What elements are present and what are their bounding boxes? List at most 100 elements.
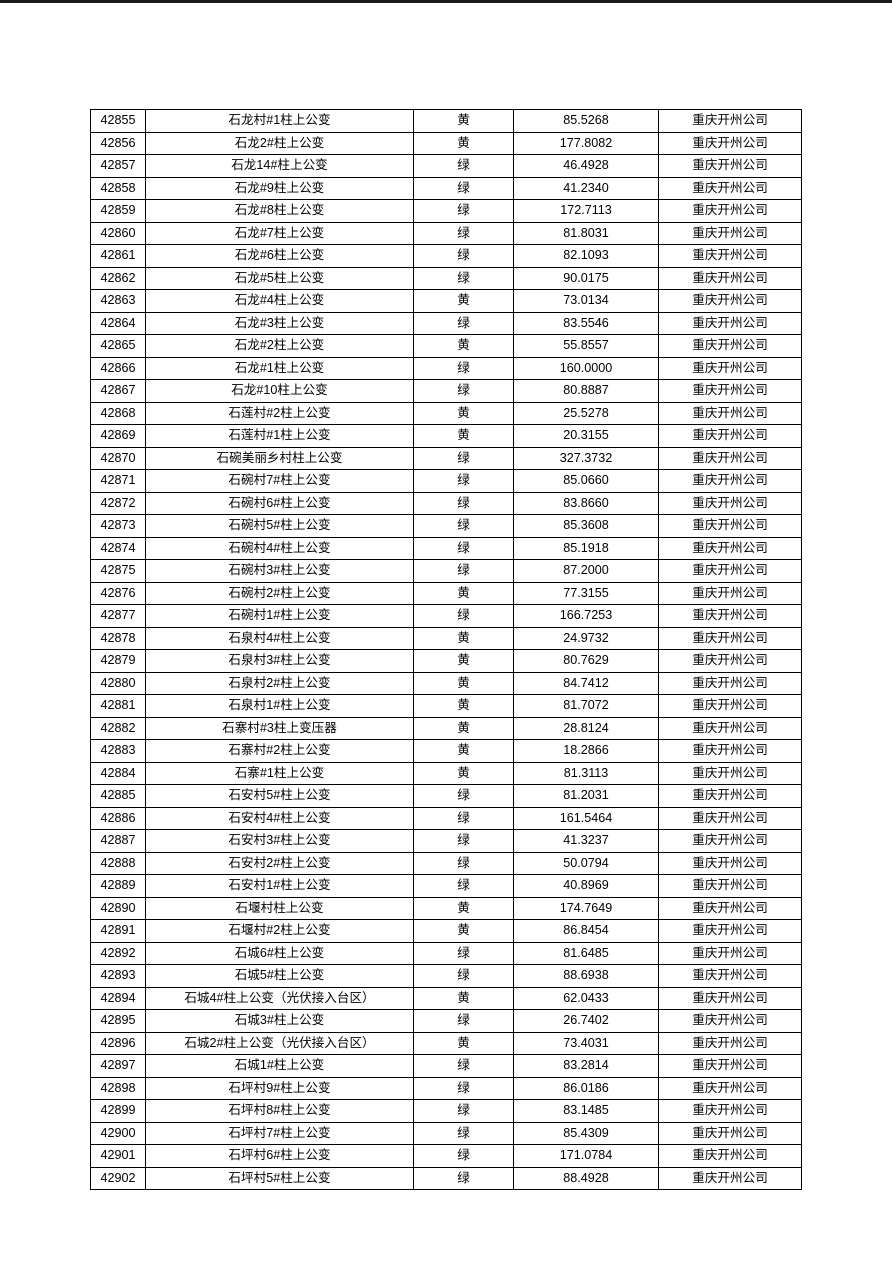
cell-id: 42863 [90,289,146,313]
cell-color: 黄 [413,739,514,763]
cell-value: 41.2340 [513,176,659,200]
cell-name: 石碗村1#柱上公变 [145,604,414,628]
cell-value: 20.3155 [513,424,659,448]
cell-value: 82.1093 [513,244,659,268]
table-row: 42890 石堰村柱上公变黄 174.7649 重庆开州公司 [90,896,802,920]
table-row: 42894 石城4#柱上公变（光伏接入台区）黄 62.0433 重庆开州公司 [90,986,802,1010]
table-row: 42860 石龙#7柱上公变绿 81.8031 重庆开州公司 [90,221,802,245]
table-row: 42884 石寨#1柱上公变黄 81.3113 重庆开州公司 [90,761,802,785]
cell-value: 83.8660 [513,491,659,515]
table-row: 42861 石龙#6柱上公变绿 82.1093 重庆开州公司 [90,244,802,268]
cell-company: 重庆开州公司 [658,491,802,515]
cell-value: 88.4928 [513,1166,659,1190]
cell-id: 42870 [90,446,146,470]
cell-value: 85.3608 [513,514,659,538]
cell-id: 42901 [90,1144,146,1168]
cell-company: 重庆开州公司 [658,986,802,1010]
cell-value: 86.0186 [513,1076,659,1100]
cell-name: 石寨村#2柱上公变 [145,739,414,763]
cell-name: 石泉村1#柱上公变 [145,694,414,718]
cell-color: 黄 [413,1031,514,1055]
cell-name: 石龙2#柱上公变 [145,131,414,155]
cell-company: 重庆开州公司 [658,896,802,920]
cell-id: 42868 [90,401,146,425]
cell-color: 绿 [413,941,514,965]
cell-value: 177.8082 [513,131,659,155]
cell-company: 重庆开州公司 [658,1009,802,1033]
cell-name: 石城1#柱上公变 [145,1054,414,1078]
cell-id: 42857 [90,154,146,178]
cell-id: 42869 [90,424,146,448]
cell-company: 重庆开州公司 [658,941,802,965]
cell-company: 重庆开州公司 [658,581,802,605]
table-body: 42855 石龙村#1柱上公变黄 85.5268 重庆开州公司 42856 石龙2#柱上公… [90,109,802,1190]
table-row: 42880 石泉村2#柱上公变黄 84.7412 重庆开州公司 [90,671,802,695]
table-row: 42872 石碗村6#柱上公变绿 83.8660 重庆开州公司 [90,491,802,515]
cell-color: 绿 [413,1099,514,1123]
cell-color: 绿 [413,469,514,493]
cell-company: 重庆开州公司 [658,851,802,875]
cell-company: 重庆开州公司 [658,716,802,740]
cell-company: 重庆开州公司 [658,334,802,358]
cell-color: 绿 [413,1054,514,1078]
cell-company: 重庆开州公司 [658,964,802,988]
cell-value: 18.2866 [513,739,659,763]
table-row: 42878 石泉村4#柱上公变黄 24.9732 重庆开州公司 [90,626,802,650]
cell-value: 327.3732 [513,446,659,470]
cell-id: 42881 [90,694,146,718]
cell-color: 黄 [413,716,514,740]
cell-id: 42882 [90,716,146,740]
table-row: 42881 石泉村1#柱上公变黄 81.7072 重庆开州公司 [90,694,802,718]
cell-value: 55.8557 [513,334,659,358]
cell-name: 石碗村4#柱上公变 [145,536,414,560]
table-row: 42874 石碗村4#柱上公变绿 85.1918 重庆开州公司 [90,536,802,560]
cell-color: 绿 [413,1009,514,1033]
cell-name: 石莲村#2柱上公变 [145,401,414,425]
cell-name: 石寨#1柱上公变 [145,761,414,785]
cell-color: 绿 [413,311,514,335]
cell-value: 81.7072 [513,694,659,718]
cell-name: 石安村1#柱上公变 [145,874,414,898]
table-row: 42865 石龙#2柱上公变黄 55.8557 重庆开州公司 [90,334,802,358]
cell-color: 黄 [413,761,514,785]
table-row: 42891 石堰村#2柱上公变黄 86.8454 重庆开州公司 [90,919,802,943]
cell-value: 83.5546 [513,311,659,335]
table-row: 42876 石碗村2#柱上公变黄 77.3155 重庆开州公司 [90,581,802,605]
cell-company: 重庆开州公司 [658,154,802,178]
cell-name: 石城4#柱上公变（光伏接入台区） [145,986,414,1010]
table-row: 42862 石龙#5柱上公变绿 90.0175 重庆开州公司 [90,266,802,290]
cell-value: 46.4928 [513,154,659,178]
cell-company: 重庆开州公司 [658,1121,802,1145]
table-container: 42855 石龙村#1柱上公变黄 85.5268 重庆开州公司 42856 石龙2#柱上公… [90,109,802,1190]
cell-name: 石龙14#柱上公变 [145,154,414,178]
table-row: 42869 石莲村#1柱上公变黄 20.3155 重庆开州公司 [90,424,802,448]
cell-company: 重庆开州公司 [658,356,802,380]
cell-color: 绿 [413,446,514,470]
table-row: 42902 石坪村5#柱上公变绿 88.4928 重庆开州公司 [90,1166,802,1190]
table-row: 42882 石寨村#3柱上变压器黄 28.8124 重庆开州公司 [90,716,802,740]
table-row: 42888 石安村2#柱上公变绿 50.0794 重庆开州公司 [90,851,802,875]
cell-name: 石坪村7#柱上公变 [145,1121,414,1145]
cell-company: 重庆开州公司 [658,761,802,785]
cell-name: 石龙#5柱上公变 [145,266,414,290]
table-row: 42887 石安村3#柱上公变绿 41.3237 重庆开州公司 [90,829,802,853]
cell-value: 81.8031 [513,221,659,245]
cell-value: 90.0175 [513,266,659,290]
cell-value: 26.7402 [513,1009,659,1033]
cell-color: 绿 [413,1076,514,1100]
cell-name: 石龙#4柱上公变 [145,289,414,313]
cell-value: 86.8454 [513,919,659,943]
cell-id: 42866 [90,356,146,380]
cell-company: 重庆开州公司 [658,266,802,290]
cell-value: 166.7253 [513,604,659,628]
cell-company: 重庆开州公司 [658,919,802,943]
cell-id: 42872 [90,491,146,515]
table-row: 42893 石城5#柱上公变绿 88.6938 重庆开州公司 [90,964,802,988]
cell-color: 绿 [413,964,514,988]
cell-name: 石龙#6柱上公变 [145,244,414,268]
cell-value: 171.0784 [513,1144,659,1168]
cell-company: 重庆开州公司 [658,649,802,673]
cell-company: 重庆开州公司 [658,1099,802,1123]
table-row: 42897 石城1#柱上公变绿 83.2814 重庆开州公司 [90,1054,802,1078]
cell-id: 42855 [90,109,146,133]
